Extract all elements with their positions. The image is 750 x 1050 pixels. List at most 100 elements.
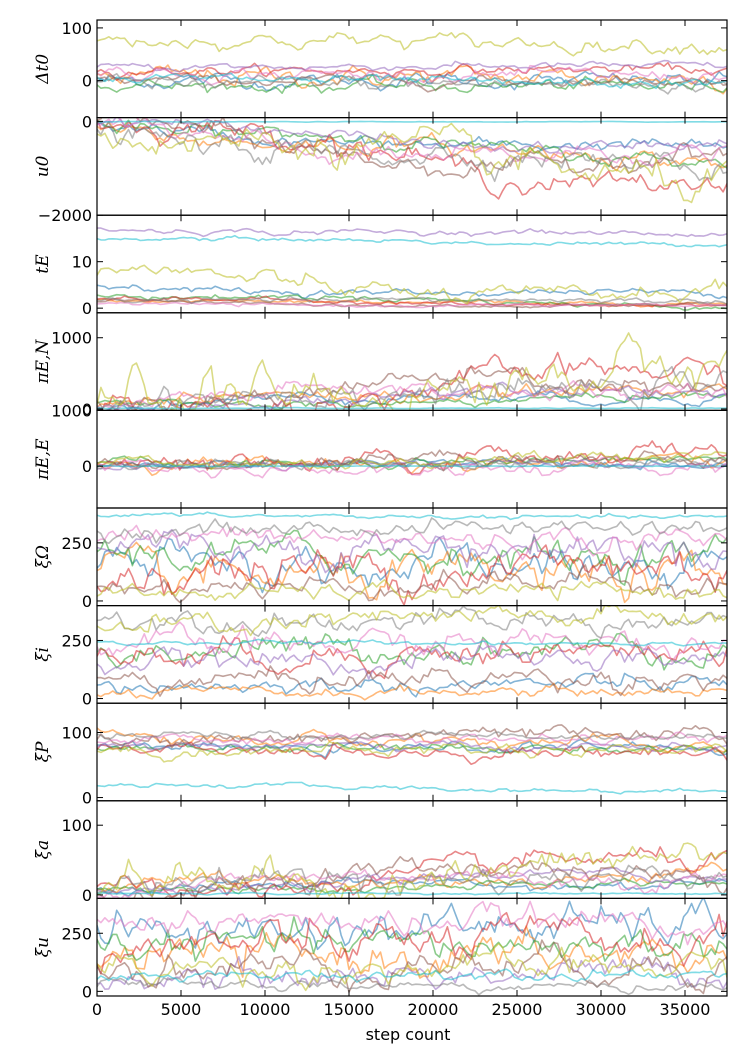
walker-traces (97, 332, 727, 411)
walker-trace-10 (97, 234, 727, 248)
panel-10: 0 250 ξu (33, 897, 728, 1001)
walker-trace-4 (97, 741, 727, 766)
walker-trace-7 (97, 900, 727, 946)
walker-trace-5 (97, 867, 727, 896)
panel-7: 0 250 ξi (33, 604, 728, 709)
walker-trace-3 (97, 73, 727, 94)
walker-trace-6 (97, 117, 727, 179)
walker-trace-7 (97, 731, 727, 747)
y-axis-label: πE,E (33, 438, 53, 481)
walker-trace-1 (97, 672, 727, 698)
walker-trace-8 (97, 365, 727, 411)
walker-trace-8 (97, 295, 727, 306)
y-tick-label: 100 (61, 19, 92, 38)
walker-trace-8 (97, 121, 727, 183)
y-tick-label: 250 (61, 924, 92, 943)
walker-trace-4 (97, 911, 727, 975)
x-tick-label: 0 (92, 1000, 102, 1019)
walker-trace-6 (97, 665, 727, 697)
walker-trace-8 (97, 977, 727, 996)
walker-trace-3 (97, 632, 727, 671)
walker-trace-6 (97, 939, 727, 995)
y-tick-label: 0 (82, 982, 92, 1001)
walker-traces (97, 724, 727, 795)
walker-trace-3 (97, 529, 727, 586)
x-tick-label: 10000 (240, 1000, 291, 1019)
walker-trace-1 (97, 898, 727, 951)
walker-trace-6 (97, 724, 727, 749)
walker-trace-1 (97, 536, 727, 594)
walker-trace-9 (97, 741, 727, 763)
walker-trace-3 (97, 916, 727, 962)
walker-trace-10 (97, 120, 727, 123)
panel-1: 0 100 Δt0 (33, 19, 728, 119)
walker-trace-4 (97, 846, 727, 898)
panel-9: 0 100 ξa (33, 800, 728, 905)
walker-trace-7 (97, 868, 727, 899)
walker-traces (97, 605, 727, 701)
y-axis-label: ξi (33, 647, 53, 662)
walker-trace-9 (97, 332, 727, 411)
walker-trace-8 (97, 517, 727, 545)
y-tick-label: 100 (61, 816, 92, 835)
y-tick-label: 250 (61, 631, 92, 650)
walker-trace-6 (97, 564, 727, 604)
walker-traces (97, 117, 727, 204)
walker-trace-1 (97, 284, 727, 300)
y-tick-label: 10 (72, 253, 92, 272)
y-axis-label: u0 (33, 155, 53, 177)
panel-8: 0 100 ξP (33, 702, 728, 808)
walker-trace-10 (97, 406, 727, 410)
walker-trace-9 (97, 578, 727, 602)
x-axis-label: step count (366, 1025, 451, 1044)
panel-2: −2000 0 u0 (33, 112, 728, 225)
walker-trace-10 (97, 781, 727, 795)
y-axis-label: ξP (33, 741, 53, 762)
y-tick-label: 1000 (51, 401, 92, 420)
walker-trace-4 (97, 61, 727, 81)
y-axis-label: πE,N (33, 339, 53, 385)
walker-traces (97, 898, 727, 996)
walker-trace-9 (97, 942, 727, 992)
walker-trace-2 (97, 541, 727, 604)
walker-trace-7 (97, 621, 727, 663)
walker-trace-9 (97, 264, 727, 305)
walker-trace-8 (97, 605, 727, 639)
y-tick-label: 0 (82, 690, 92, 709)
y-axis-label: ξa (33, 840, 53, 860)
walker-trace-10 (97, 72, 727, 90)
walker-trace-9 (97, 122, 727, 204)
walker-trace-4 (97, 544, 727, 606)
walker-trace-8 (97, 729, 727, 741)
walker-trace-9 (97, 842, 727, 899)
walker-trace-10 (97, 968, 727, 983)
y-tick-label: −2000 (38, 206, 92, 225)
walker-traces (97, 31, 727, 95)
walker-trace-6 (97, 72, 727, 93)
walker-trace-9 (97, 31, 727, 57)
walker-trace-7 (97, 301, 727, 309)
walker-trace-5 (97, 59, 727, 73)
y-tick-label: 0 (82, 592, 92, 611)
walker-trace-7 (97, 455, 727, 479)
walker-trace-5 (97, 227, 727, 238)
y-tick-label: 0 (82, 299, 92, 318)
walker-trace-8 (97, 73, 727, 95)
walker-trace-2 (97, 682, 727, 701)
y-axis-label: ξu (33, 937, 53, 957)
walker-trace-6 (97, 855, 727, 899)
y-tick-label: 1000 (51, 329, 92, 348)
x-tick-label: 35000 (660, 1000, 711, 1019)
walker-trace-4 (97, 119, 727, 200)
y-axis-label: tE (33, 254, 53, 274)
y-tick-label: 0 (82, 112, 92, 131)
x-tick-label: 15000 (324, 1000, 375, 1019)
y-tick-label: 0 (82, 886, 92, 905)
walker-trace-10 (97, 464, 727, 468)
walker-trace-9 (97, 605, 727, 637)
y-axis-label: Δt0 (33, 54, 53, 85)
y-tick-label: 250 (61, 534, 92, 553)
